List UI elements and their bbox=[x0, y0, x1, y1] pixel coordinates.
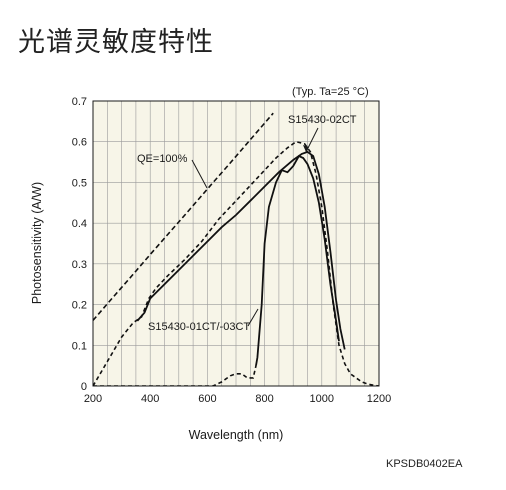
y-tick-label: 0.7 bbox=[72, 96, 87, 108]
annotation-s15430-02ct: S15430-02CT bbox=[288, 114, 357, 126]
y-tick-label: 0.6 bbox=[72, 137, 87, 149]
document-code: KPSDB0402EA bbox=[386, 458, 463, 470]
x-tick-label: 600 bbox=[198, 393, 216, 405]
plot-frame bbox=[92, 100, 380, 387]
series-line-s15430-02ct bbox=[136, 150, 346, 350]
grid-lines bbox=[93, 101, 379, 386]
x-tick-label: 800 bbox=[255, 393, 273, 405]
tick-labels: 200 400 600 800 1000 1200 0 0.1 0.2 0.3 0.4 0.5 0.6 0… bbox=[72, 96, 392, 405]
leader-arrowhead bbox=[303, 145, 309, 152]
y-tick-label: 0 bbox=[81, 381, 87, 393]
x-tick-label: 1000 bbox=[310, 393, 334, 405]
page-title: 光谱灵敏度特性 bbox=[18, 27, 214, 58]
x-tick-label: 400 bbox=[141, 393, 159, 405]
series-line-s15430-01ct-dashed bbox=[93, 365, 257, 386]
leader-qe100 bbox=[191, 159, 208, 189]
conditions-label: (Typ. Ta=25 °C) bbox=[292, 86, 369, 98]
y-tick-label: 0.2 bbox=[72, 300, 87, 312]
series-group bbox=[93, 112, 379, 386]
series-line-s15430-01ct bbox=[255, 154, 340, 366]
x-tick-label: 1200 bbox=[367, 393, 391, 405]
annotation-s15430-01ct-03ct: S15430-01CT/-03CT bbox=[148, 321, 250, 333]
y-tick-label: 0.4 bbox=[72, 218, 87, 230]
x-axis-label: Wavelength (nm) bbox=[189, 428, 284, 442]
y-tick-label: 0.5 bbox=[72, 177, 87, 189]
series-line-qe100 bbox=[93, 112, 274, 321]
x-tick-label: 200 bbox=[84, 393, 102, 405]
leader-s15430-01ct bbox=[247, 308, 259, 327]
y-tick-label: 0.3 bbox=[72, 259, 87, 271]
annotation-leaders bbox=[191, 127, 319, 327]
y-axis-label: Photosensitivity (A/W) bbox=[30, 182, 44, 304]
series-line-s15430-02ct-dashed bbox=[93, 140, 379, 386]
annotation-qe100: QE=100% bbox=[137, 153, 188, 165]
y-tick-label: 0.1 bbox=[72, 340, 87, 352]
